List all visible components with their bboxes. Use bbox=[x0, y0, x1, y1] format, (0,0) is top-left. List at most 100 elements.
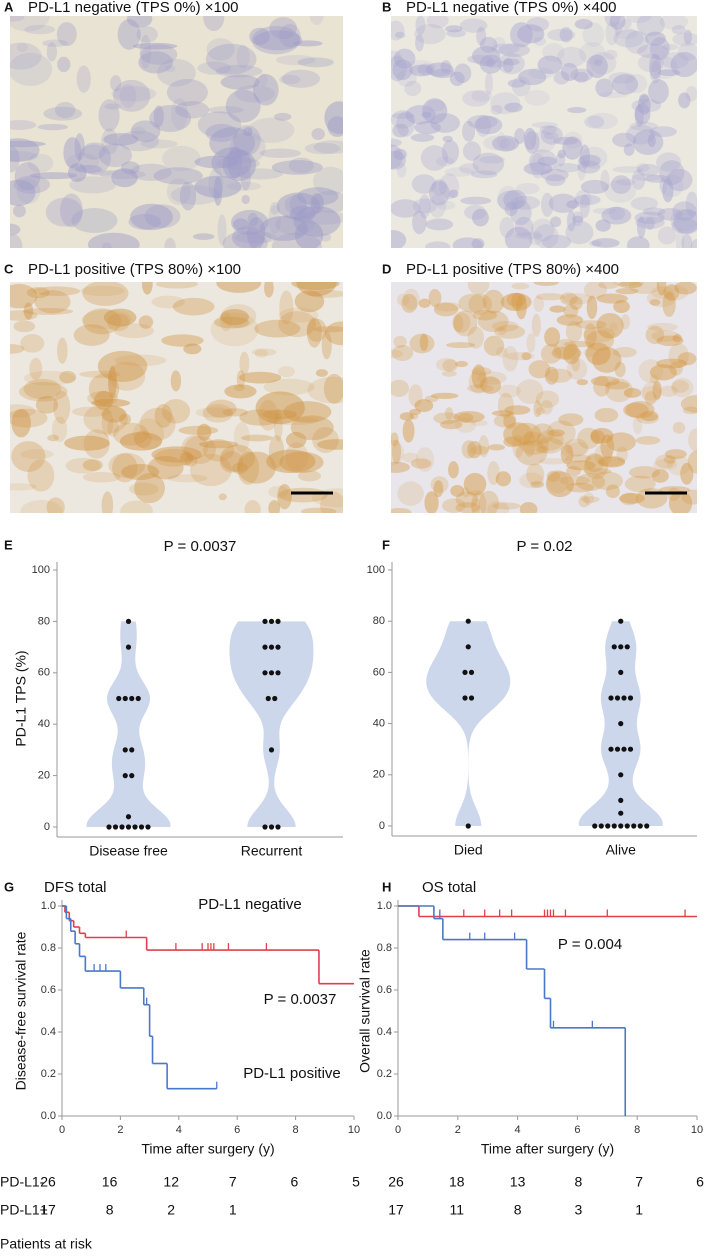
tissue bbox=[197, 61, 232, 75]
tissue bbox=[183, 343, 202, 355]
data-point bbox=[621, 695, 627, 701]
tissue bbox=[512, 434, 524, 458]
tissue bbox=[418, 298, 431, 309]
micrograph-bg bbox=[10, 282, 343, 513]
data-point bbox=[132, 824, 138, 830]
tissue bbox=[171, 98, 188, 130]
tissue bbox=[638, 359, 664, 383]
tissue bbox=[467, 54, 493, 64]
tissue bbox=[601, 206, 632, 225]
tissue bbox=[624, 475, 656, 493]
tissue bbox=[653, 459, 677, 471]
tissue bbox=[462, 90, 490, 107]
x-tick-label: 0 bbox=[395, 1124, 401, 1136]
x-axis-label: Time after surgery (y) bbox=[141, 1141, 274, 1157]
tissue bbox=[613, 300, 630, 314]
tissue bbox=[577, 160, 601, 174]
tissue bbox=[637, 216, 646, 239]
tissue bbox=[415, 34, 424, 52]
tissue bbox=[10, 120, 37, 130]
x-tick-label: Recurrent bbox=[241, 843, 303, 859]
tissue bbox=[462, 120, 476, 142]
tissue bbox=[276, 192, 321, 220]
tissue bbox=[559, 475, 590, 486]
tissue bbox=[590, 427, 614, 444]
tissue bbox=[615, 288, 639, 295]
tissue bbox=[667, 455, 691, 476]
tissue bbox=[615, 178, 636, 186]
tissue bbox=[504, 352, 535, 361]
tissue bbox=[662, 284, 689, 301]
tissue bbox=[393, 148, 407, 160]
y-tick-label: 1.0 bbox=[377, 900, 392, 912]
tissue bbox=[571, 357, 581, 372]
tissue bbox=[213, 176, 223, 206]
data-point bbox=[621, 746, 627, 752]
tissue bbox=[402, 452, 419, 463]
tissue bbox=[391, 20, 405, 41]
data-point bbox=[611, 823, 617, 829]
tissue bbox=[649, 60, 662, 84]
tissue bbox=[391, 345, 414, 361]
tissue bbox=[270, 202, 280, 215]
tissue bbox=[464, 204, 487, 220]
tissue bbox=[566, 358, 588, 380]
tissue bbox=[618, 282, 643, 289]
tissue bbox=[574, 189, 592, 208]
chart-title: DFS total bbox=[44, 879, 107, 896]
tissue bbox=[651, 56, 678, 79]
tissue bbox=[271, 232, 322, 248]
tissue bbox=[620, 492, 639, 506]
tissue bbox=[657, 226, 677, 245]
tissue bbox=[449, 71, 465, 86]
data-point bbox=[262, 644, 268, 650]
tissue bbox=[506, 292, 527, 307]
tissue bbox=[566, 460, 596, 471]
tissue bbox=[425, 218, 454, 231]
data-point bbox=[125, 814, 132, 820]
tissue bbox=[563, 343, 581, 365]
tissue bbox=[184, 454, 198, 467]
tissue bbox=[241, 434, 273, 442]
tissue bbox=[644, 217, 655, 230]
tissue bbox=[253, 30, 303, 51]
tissue bbox=[453, 310, 478, 337]
tissue bbox=[540, 400, 553, 415]
tissue bbox=[575, 320, 607, 329]
tissue bbox=[258, 399, 278, 431]
tissue bbox=[409, 333, 435, 354]
panel-letter: C bbox=[4, 261, 14, 276]
tissue bbox=[279, 451, 324, 473]
tissue bbox=[544, 366, 559, 385]
data-point bbox=[465, 618, 471, 624]
tissue bbox=[436, 200, 456, 210]
tissue bbox=[56, 22, 77, 47]
tissue bbox=[469, 445, 489, 455]
tissue bbox=[304, 142, 341, 155]
tissue bbox=[254, 349, 268, 358]
tissue bbox=[151, 295, 186, 309]
tissue bbox=[394, 31, 406, 39]
tissue bbox=[564, 438, 588, 457]
risk-count: 6 bbox=[696, 1174, 704, 1190]
tissue bbox=[563, 131, 583, 149]
tissue bbox=[239, 351, 250, 375]
risk-count: 11 bbox=[450, 1202, 465, 1218]
tissue bbox=[421, 111, 432, 118]
tissue bbox=[471, 238, 485, 248]
tissue bbox=[600, 169, 610, 192]
tissue bbox=[530, 481, 545, 488]
data-point bbox=[618, 644, 624, 650]
tissue bbox=[412, 210, 427, 235]
tissue bbox=[233, 384, 245, 392]
tissue bbox=[438, 173, 460, 200]
tissue bbox=[246, 216, 266, 248]
tissue bbox=[170, 370, 182, 392]
tissue bbox=[26, 287, 50, 299]
tissue bbox=[546, 420, 576, 445]
tissue bbox=[263, 378, 315, 396]
tissue bbox=[536, 445, 550, 454]
tissue bbox=[237, 451, 260, 485]
data-point bbox=[129, 747, 135, 753]
tissue bbox=[140, 139, 178, 149]
